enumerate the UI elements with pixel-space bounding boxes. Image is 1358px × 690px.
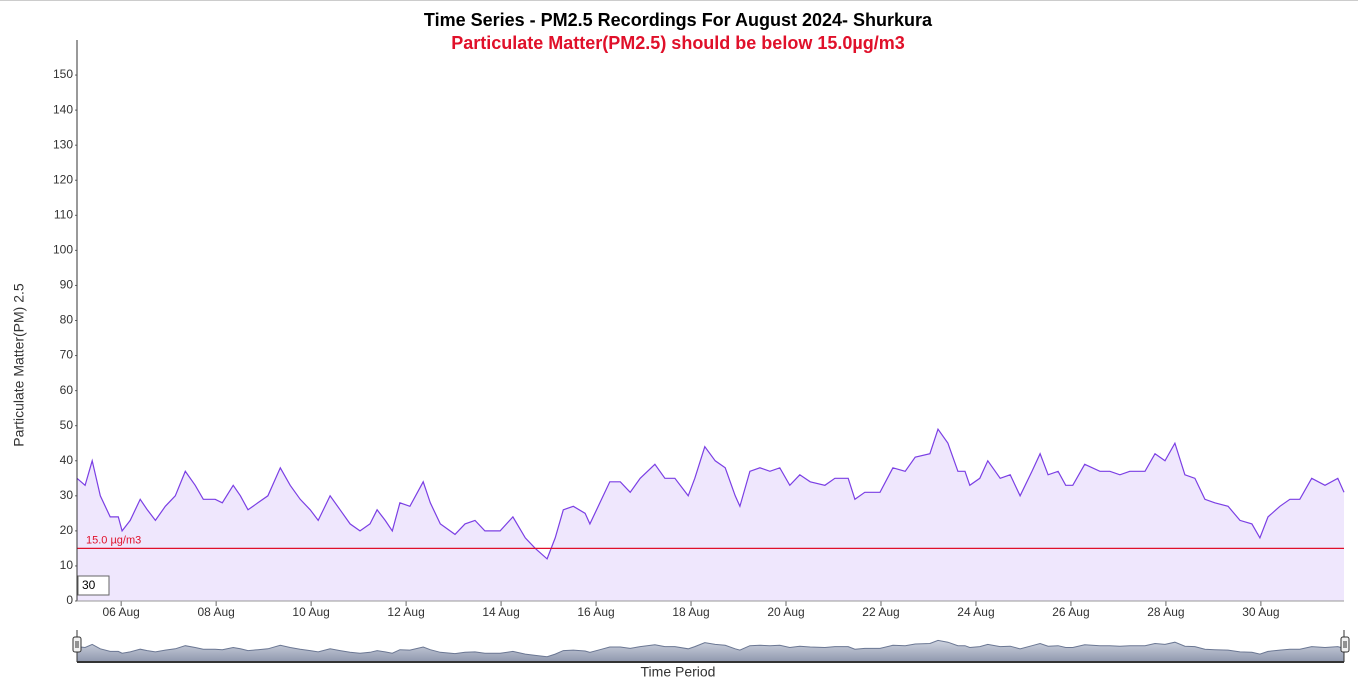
x-tick-label: 06 Aug	[102, 605, 139, 619]
area-fill	[77, 429, 1344, 601]
range-input-value: 30	[82, 578, 96, 592]
y-tick-label: 130	[53, 137, 73, 151]
x-tick-label: 20 Aug	[767, 605, 804, 619]
navigator-line	[76, 639, 1345, 658]
area-line	[76, 427, 1345, 560]
x-tick-label: 30 Aug	[1242, 605, 1279, 619]
navigator-area	[77, 640, 1344, 662]
navigator-handle[interactable]	[1340, 636, 1350, 653]
y-tick-label: 0	[66, 593, 73, 607]
x-tick-label: 16 Aug	[577, 605, 614, 619]
x-tick-label: 24 Aug	[957, 605, 994, 619]
chart-subtitle: Particulate Matter(PM2.5) should be belo…	[451, 33, 904, 53]
y-tick-label: 80	[60, 313, 74, 327]
x-tick-label: 14 Aug	[482, 605, 519, 619]
range-input[interactable]	[77, 575, 110, 596]
x-tick-label: 18 Aug	[672, 605, 709, 619]
navigator-handle[interactable]	[72, 636, 82, 653]
x-tick-label: 12 Aug	[387, 605, 424, 619]
y-tick-label: 10	[60, 558, 74, 572]
y-tick-label: 30	[60, 488, 74, 502]
y-tick-label: 60	[60, 383, 74, 397]
y-tick-label: 40	[60, 453, 74, 467]
y-tick-label: 120	[53, 172, 73, 186]
x-tick-label: 28 Aug	[1147, 605, 1184, 619]
y-tick-label: 90	[60, 278, 74, 292]
y-tick-label: 50	[60, 418, 74, 432]
x-tick-label: 26 Aug	[1052, 605, 1089, 619]
y-tick-label: 140	[53, 102, 73, 116]
x-tick-label: 10 Aug	[292, 605, 329, 619]
y-tick-label: 70	[60, 348, 74, 362]
threshold-label: 15.0 µg/m3	[86, 534, 141, 546]
y-tick-label: 100	[53, 243, 73, 257]
x-axis-label: Time Period	[641, 664, 716, 680]
x-tick-label: 22 Aug	[862, 605, 899, 619]
y-tick-label: 20	[60, 523, 74, 537]
y-tick-label: 110	[54, 207, 73, 221]
chart-title: Time Series - PM2.5 Recordings For Augus…	[424, 10, 933, 30]
y-tick-label: 150	[53, 67, 73, 81]
y-axis-label: Particulate Matter(PM) 2.5	[11, 283, 27, 447]
x-tick-label: 08 Aug	[197, 605, 234, 619]
